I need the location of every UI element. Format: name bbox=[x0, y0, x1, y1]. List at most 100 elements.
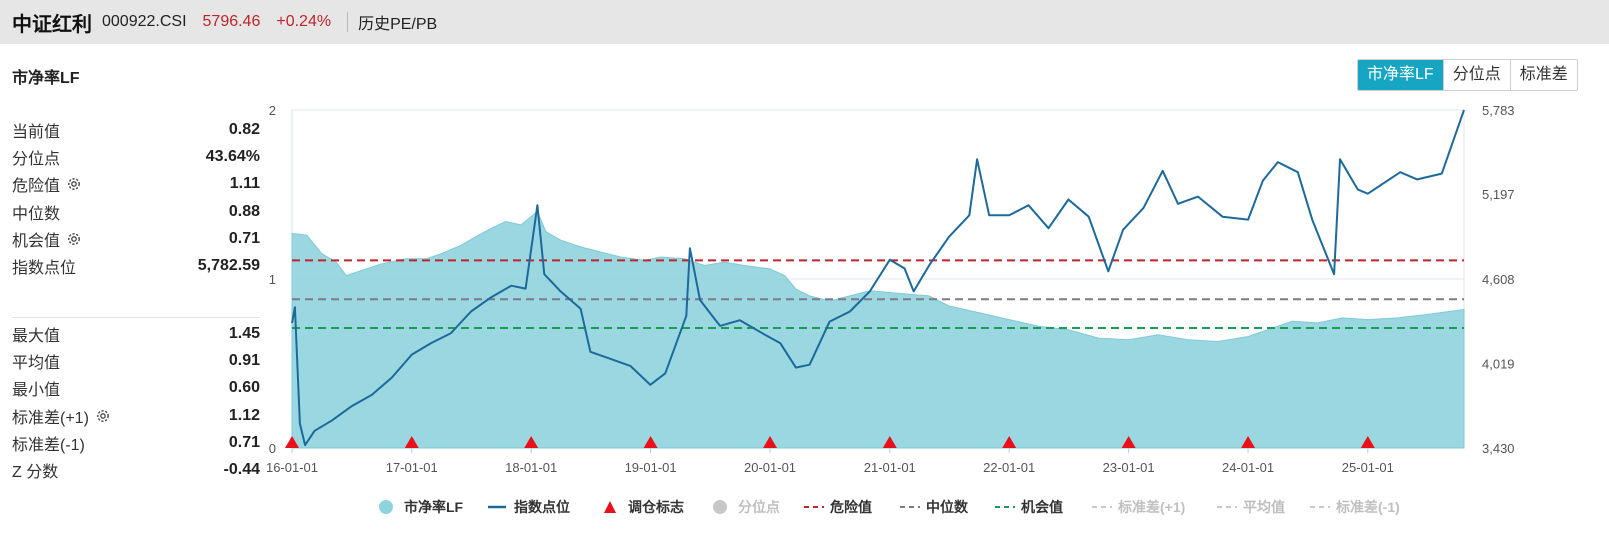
stat-value: 5,782.59 bbox=[197, 257, 260, 275]
stat-label: 最大值 bbox=[12, 322, 60, 346]
stat-label: 最小值 bbox=[12, 376, 60, 400]
pb-lf-area bbox=[291, 210, 1465, 449]
index-price: 5796.46 bbox=[202, 13, 261, 30]
stat-label-text: 最小值 bbox=[12, 382, 61, 400]
rebalance-marker bbox=[524, 436, 539, 448]
gear-icon[interactable] bbox=[95, 408, 111, 424]
metric-tab-group: 市净率LF 分位点 标准差 bbox=[1357, 59, 1578, 91]
stat-label-text: 分位点 bbox=[12, 150, 61, 168]
stat-value: 1.45 bbox=[228, 324, 260, 342]
rebalance-marker bbox=[1121, 436, 1136, 448]
index-change: +0.24% bbox=[276, 13, 332, 30]
legend-label[interactable]: 调仓标志 bbox=[628, 499, 684, 515]
stat-row: 标准差(-1) 0.71 bbox=[12, 429, 260, 456]
stat-row: 平均值 0.91 bbox=[12, 347, 260, 374]
tab-percentile[interactable]: 分位点 bbox=[1442, 60, 1510, 90]
header-bar: 中证红利 000922.CSI 5796.46 +0.24% 历史PE/PB bbox=[0, 0, 1609, 44]
header-divider bbox=[347, 12, 349, 32]
rebalance-marker bbox=[404, 436, 419, 448]
legend-symbol-triangle bbox=[604, 501, 616, 513]
index-code: 000922.CSI bbox=[102, 13, 187, 30]
stat-row: 危险值 1.11 bbox=[12, 171, 260, 198]
stat-label: 指数点位 bbox=[12, 254, 76, 278]
x-tick-label: 22-01-01 bbox=[983, 460, 1035, 475]
stat-value: 0.88 bbox=[228, 202, 260, 220]
stat-label: 标准差(-1) bbox=[12, 431, 85, 455]
rebalance-marker bbox=[763, 436, 778, 448]
rebalance-marker bbox=[882, 436, 897, 448]
stat-label-text: 中位数 bbox=[12, 205, 61, 223]
stat-label-text: 机会值 bbox=[12, 232, 61, 250]
legend-label[interactable]: 指数点位 bbox=[514, 499, 570, 515]
panel-title: 市净率LF bbox=[12, 70, 80, 87]
legend-symbol-circle bbox=[713, 500, 727, 514]
stat-label: 分位点 bbox=[12, 145, 60, 169]
stat-label: 机会值 bbox=[12, 227, 82, 251]
stat-value: 1.12 bbox=[228, 406, 260, 424]
x-tick-label: 17-01-01 bbox=[386, 460, 438, 475]
stat-row: 指数点位 5,782.59 bbox=[12, 252, 260, 279]
x-tick-label: 20-01-01 bbox=[744, 460, 796, 475]
stat-value: 1.11 bbox=[229, 175, 260, 193]
tab-std-dev[interactable]: 标准差 bbox=[1509, 60, 1577, 90]
history-pe-pb-link[interactable]: 历史PE/PB bbox=[358, 16, 438, 33]
legend-label[interactable]: 机会值 bbox=[1021, 499, 1063, 515]
stat-label: 危险值 bbox=[12, 172, 82, 196]
legend-symbol-circle bbox=[379, 500, 393, 514]
index-name: 中证红利 bbox=[12, 13, 92, 36]
legend-label[interactable]: 分位点 bbox=[738, 499, 780, 515]
rebalance-marker bbox=[1360, 436, 1375, 448]
y-right-tick-label: 4,019 bbox=[1482, 356, 1515, 371]
x-tick-label: 24-01-01 bbox=[1222, 460, 1274, 475]
y-right-tick-label: 5,197 bbox=[1482, 187, 1515, 202]
stat-row: 最小值 0.60 bbox=[12, 375, 260, 402]
stat-label: 当前值 bbox=[12, 118, 60, 142]
stat-label: 中位数 bbox=[12, 200, 60, 224]
stat-value: 0.71 bbox=[228, 229, 260, 247]
stat-row: 中位数 0.88 bbox=[12, 198, 260, 225]
stat-row: 最大值 1.45 bbox=[12, 320, 260, 347]
y-right-tick-label: 3,430 bbox=[1482, 441, 1515, 456]
x-tick-label: 21-01-01 bbox=[864, 460, 916, 475]
index-level-line bbox=[291, 109, 1465, 447]
stat-label-text: 平均值 bbox=[12, 354, 61, 372]
x-tick-label: 19-01-01 bbox=[625, 460, 677, 475]
stat-label-text: 标准差(+1) bbox=[12, 409, 89, 427]
stat-value: 0.91 bbox=[228, 351, 260, 369]
y-right-tick-label: 4,608 bbox=[1482, 272, 1515, 287]
x-tick-label: 25-01-01 bbox=[1342, 460, 1394, 475]
legend-label[interactable]: 市净率LF bbox=[404, 499, 464, 515]
stat-row: Z 分数 -0.44 bbox=[12, 456, 260, 483]
y-right-tick-label: 5,783 bbox=[1482, 103, 1515, 118]
rebalance-marker bbox=[1002, 436, 1017, 448]
x-tick-label: 18-01-01 bbox=[505, 460, 557, 475]
y-left-tick-label: 2 bbox=[269, 103, 276, 118]
legend-label[interactable]: 标准差(-1) bbox=[1335, 499, 1400, 515]
gear-icon[interactable] bbox=[66, 231, 82, 247]
stat-row: 标准差(+1) 1.12 bbox=[12, 402, 260, 429]
legend-label[interactable]: 标准差(+1) bbox=[1117, 499, 1185, 515]
legend-label[interactable]: 危险值 bbox=[829, 499, 872, 515]
y-left-tick-label: 0 bbox=[269, 441, 276, 456]
stat-row: 分位点 43.64% bbox=[12, 143, 260, 170]
stats-summary-bottom: 最大值 1.45 平均值 0.91 最小值 0.60 标准差(+1) 1.12 标准差(-1) 0… bbox=[12, 320, 260, 484]
stats-divider bbox=[12, 317, 260, 318]
legend-label[interactable]: 平均值 bbox=[1243, 499, 1285, 515]
stat-label-text: 当前值 bbox=[12, 123, 61, 141]
stat-label: Z 分数 bbox=[12, 458, 58, 482]
gear-icon[interactable] bbox=[66, 176, 82, 192]
stat-label-text: Z 分数 bbox=[12, 464, 59, 482]
stat-label-text: 危险值 bbox=[12, 178, 61, 196]
stat-row: 机会值 0.71 bbox=[12, 225, 260, 252]
stat-label: 平均值 bbox=[12, 349, 60, 373]
stat-value: 0.82 bbox=[228, 120, 260, 138]
legend-label[interactable]: 中位数 bbox=[926, 499, 969, 515]
stat-label-text: 标准差(-1) bbox=[12, 436, 85, 454]
stat-label-text: 最大值 bbox=[12, 327, 61, 345]
x-tick-label: 23-01-01 bbox=[1103, 460, 1155, 475]
stat-label-text: 指数点位 bbox=[12, 260, 77, 278]
stat-label: 标准差(+1) bbox=[12, 404, 111, 428]
tab-pb-lf[interactable]: 市净率LF bbox=[1358, 60, 1443, 90]
rebalance-marker bbox=[643, 436, 658, 448]
y-left-tick-label: 1 bbox=[269, 272, 276, 287]
